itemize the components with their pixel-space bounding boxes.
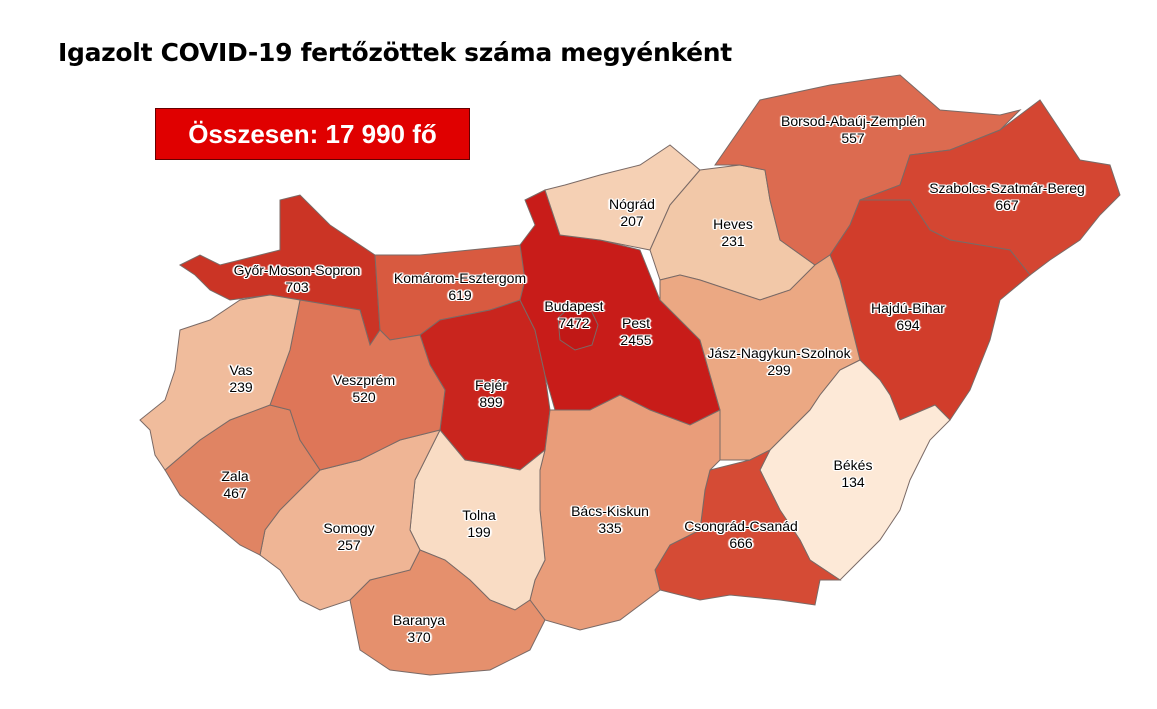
- county-value: 666: [729, 535, 753, 551]
- county-label-komarom-esztergom: Komárom-Esztergom 619: [394, 270, 526, 304]
- county-value: 557: [841, 130, 865, 146]
- county-name: Bács-Kiskun: [571, 503, 649, 519]
- county-label-vas: Vas 239: [229, 362, 252, 396]
- county-label-zala: Zala 467: [221, 468, 248, 502]
- county-value: 370: [407, 629, 431, 645]
- county-value: 520: [352, 389, 376, 405]
- county-label-borsod-abauj-zemplen: Borsod-Abaúj-Zemplén 557: [781, 113, 925, 147]
- county-label-budapest: Budapest 7472: [544, 298, 603, 332]
- county-value: 257: [337, 537, 361, 553]
- county-label-pest: Pest 2455: [620, 315, 651, 349]
- county-value: 703: [285, 279, 309, 295]
- county-name: Fejér: [475, 377, 507, 393]
- county-vas: [139, 294, 301, 471]
- county-label-baranya: Baranya 370: [393, 612, 445, 646]
- county-value: 667: [995, 197, 1019, 213]
- county-label-tolna: Tolna 199: [462, 507, 495, 541]
- county-label-gyor-moson-sopron: Győr-Moson-Sopron 703: [234, 262, 361, 296]
- county-budapest: [557, 304, 599, 351]
- county-label-heves: Heves 231: [713, 216, 753, 250]
- county-value: 207: [620, 213, 644, 229]
- county-value: 239: [229, 379, 253, 395]
- county-label-fejer: Fejér 899: [475, 377, 507, 411]
- county-name: Békés: [833, 457, 873, 473]
- county-label-szabolcs-szatmar-bereg: Szabolcs-Szatmár-Bereg 667: [929, 180, 1085, 214]
- county-name: Tolna: [462, 507, 496, 523]
- county-label-somogy: Somogy 257: [323, 520, 374, 554]
- county-name: Pest: [621, 315, 650, 331]
- county-value: 299: [767, 362, 791, 378]
- county-name: Szabolcs-Szatmár-Bereg: [929, 180, 1085, 196]
- county-name: Komárom-Esztergom: [393, 270, 527, 286]
- county-name: Jász-Nagykun-Szolnok: [707, 345, 851, 361]
- county-name: Somogy: [323, 520, 375, 536]
- county-value: 7472: [558, 315, 590, 331]
- county-name: Csongrád-Csanád: [684, 518, 798, 534]
- county-value: 694: [896, 317, 920, 333]
- county-name: Zala: [221, 468, 249, 484]
- county-value: 2455: [620, 332, 652, 348]
- county-name: Veszprém: [332, 372, 396, 388]
- county-name: Heves: [713, 216, 753, 232]
- county-name: Győr-Moson-Sopron: [233, 262, 361, 278]
- county-label-bekes: Békés 134: [834, 457, 873, 491]
- county-name: Nógrád: [609, 196, 655, 212]
- county-name: Vas: [229, 362, 253, 378]
- county-label-hajdu-bihar: Hajdú-Bihar 694: [871, 300, 945, 334]
- county-label-veszprem: Veszprém 520: [333, 372, 395, 406]
- county-name: Budapest: [544, 298, 604, 314]
- county-value: 231: [721, 233, 745, 249]
- county-name: Baranya: [392, 612, 446, 628]
- county-value: 619: [448, 287, 472, 303]
- county-value: 899: [479, 394, 503, 410]
- county-veszprem: [269, 299, 446, 471]
- county-label-nograd: Nógrád 207: [609, 196, 655, 230]
- map-title: Igazolt COVID-19 fertőzöttek száma megyé…: [58, 38, 732, 67]
- county-value: 335: [598, 520, 622, 536]
- county-label-csongrad-csanad: Csongrád-Csanád 666: [684, 518, 798, 552]
- county-value: 134: [841, 474, 865, 490]
- county-value: 199: [467, 524, 491, 540]
- county-value: 467: [223, 485, 247, 501]
- county-label-bacs-kiskun: Bács-Kiskun 335: [571, 503, 649, 537]
- county-label-jasz-nagykun-szolnok: Jász-Nagykun-Szolnok 299: [707, 345, 850, 379]
- county-name: Hajdú-Bihar: [871, 300, 945, 316]
- county-name: Borsod-Abaúj-Zemplén: [781, 113, 925, 129]
- total-cases-badge: Összesen: 17 990 fő: [155, 108, 470, 160]
